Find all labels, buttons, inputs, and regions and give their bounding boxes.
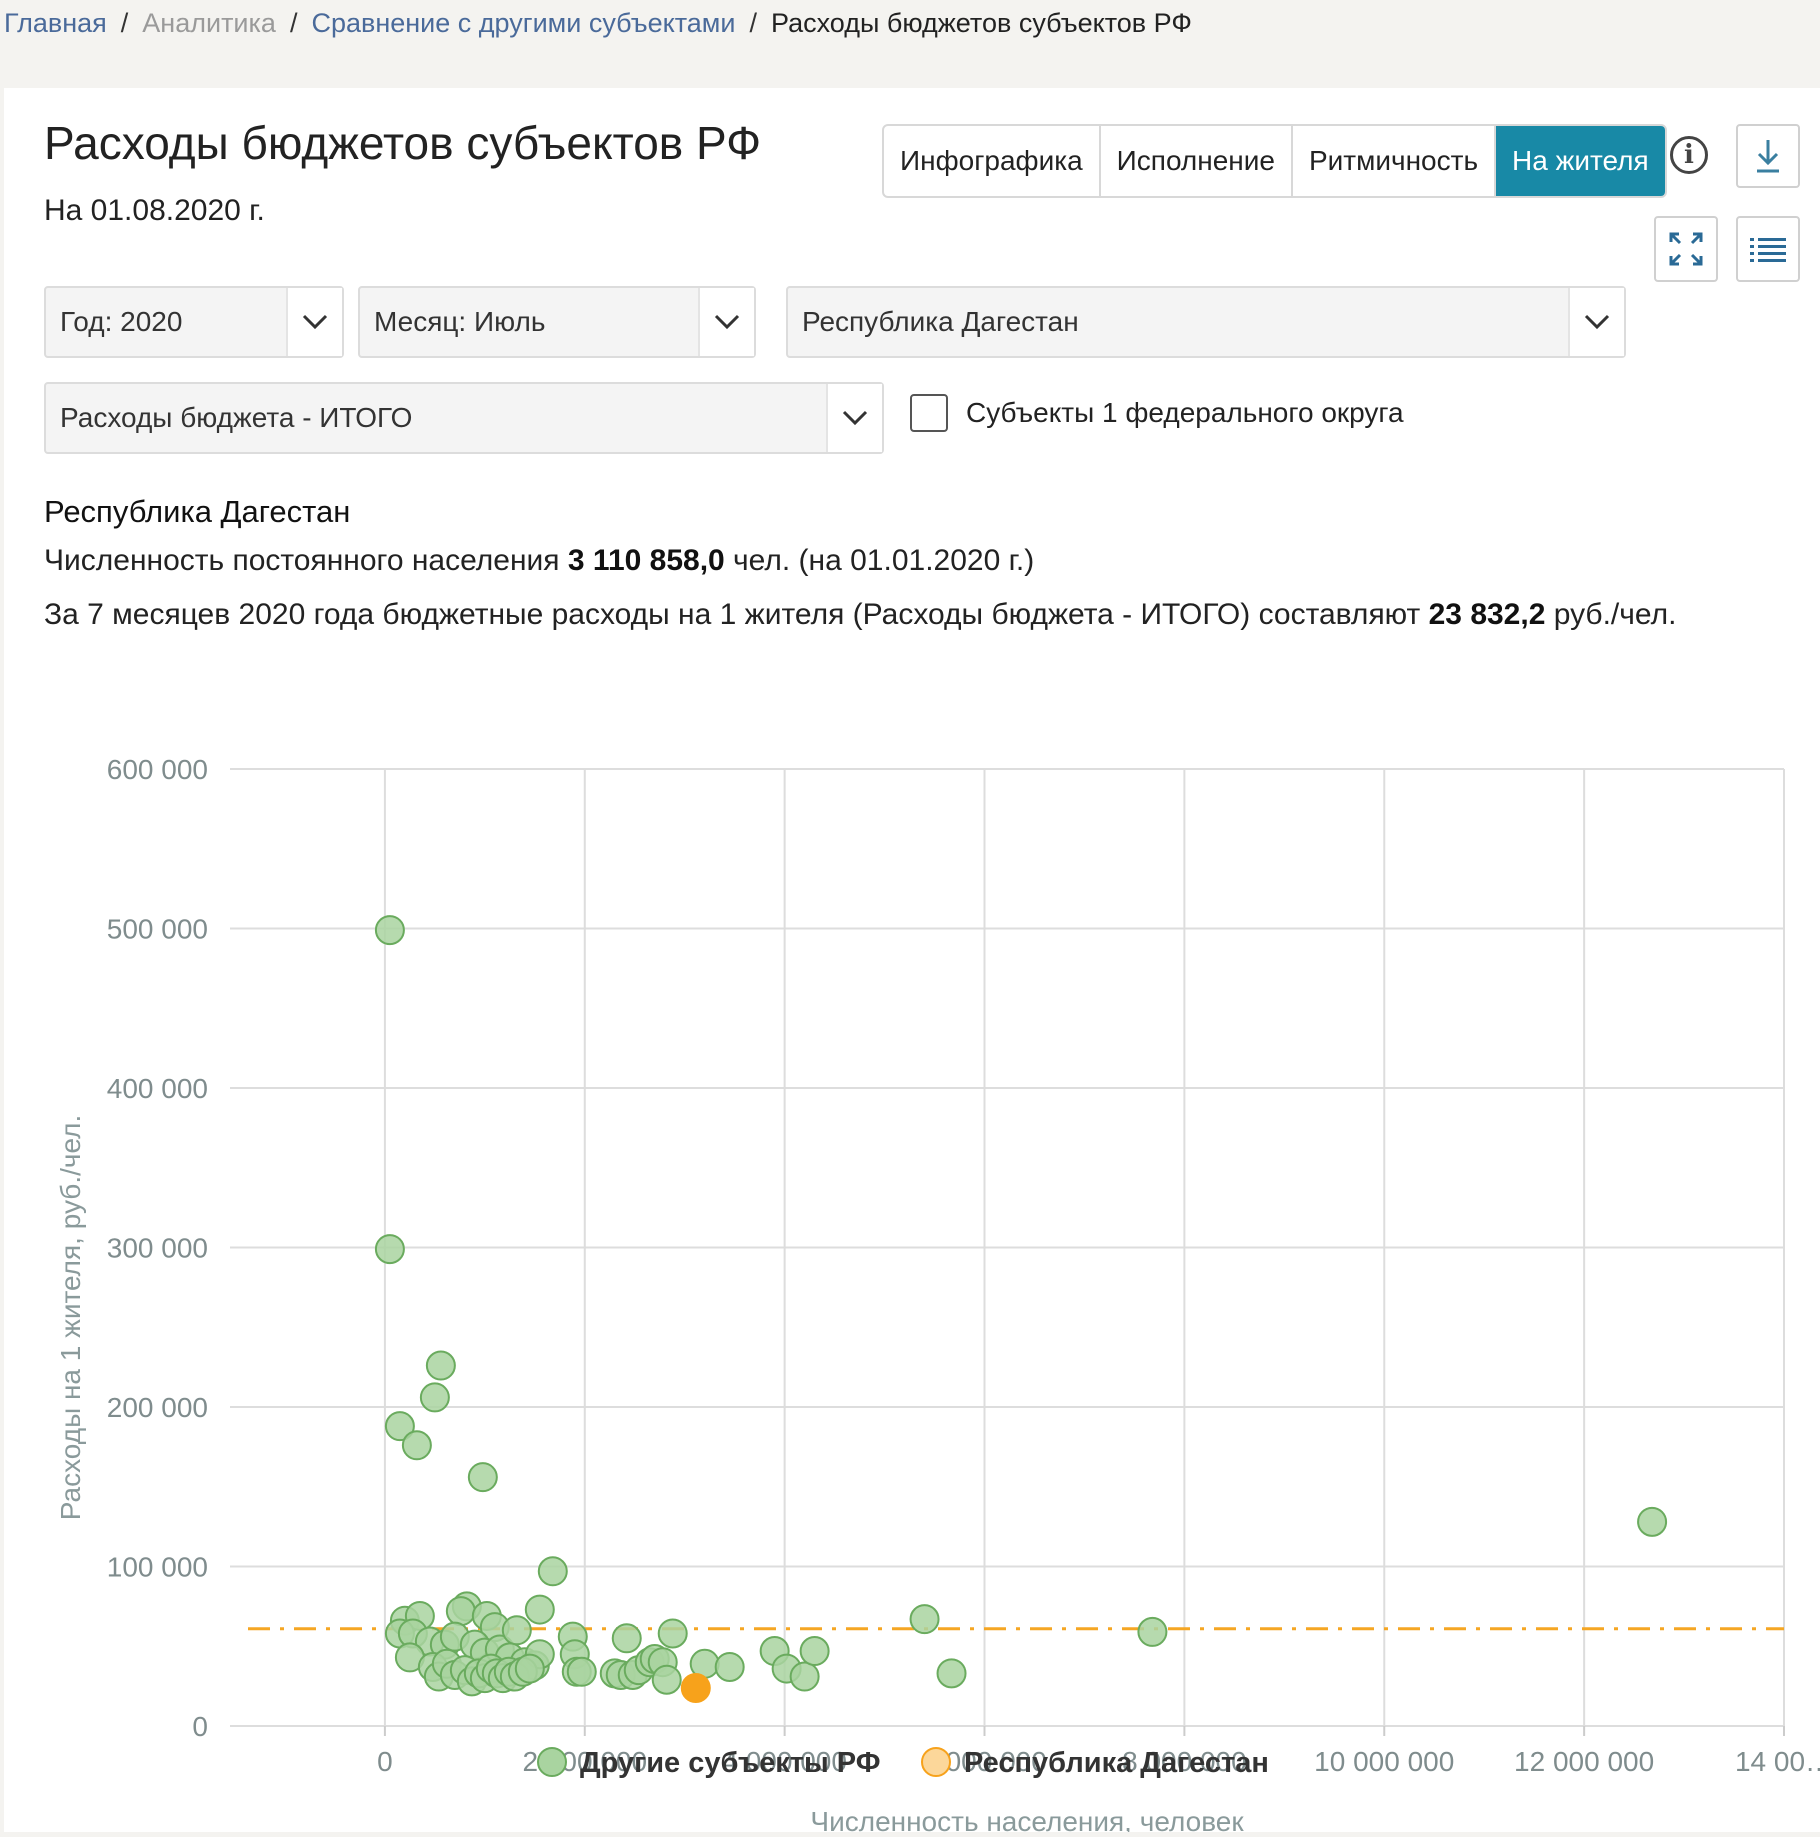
data-point-other-region	[445, 1596, 476, 1627]
data-point-dagestan	[680, 1672, 711, 1703]
data-point-other-region	[467, 1462, 498, 1493]
fullscreen-icon	[1669, 232, 1703, 266]
chevron-down-icon	[698, 288, 754, 356]
scatter-chart-svg: 0 100 000 200 000 300 000 400 000 500 000 600 …	[55, 754, 1820, 1837]
data-point-other-region	[566, 1656, 597, 1687]
data-point-other-region	[425, 1350, 456, 1381]
data-point-other-region	[537, 1556, 568, 1587]
data-point-other-region	[524, 1594, 555, 1625]
breadcrumb-separator: /	[749, 8, 757, 38]
population-value: 3 110 858,0	[567, 544, 725, 577]
info-icon[interactable]: i	[1670, 136, 1708, 174]
data-point-other-region	[374, 1234, 405, 1265]
tab-execution[interactable]: Исполнение	[1101, 126, 1293, 196]
data-point-other-region	[501, 1615, 532, 1646]
x-axis-title: Численность населения, человек	[810, 1806, 1244, 1832]
region-title: Республика Дагестан	[44, 494, 351, 529]
year-select[interactable]: Год: 2020	[44, 286, 344, 358]
list-icon	[1750, 238, 1786, 262]
y-tick-label: 600 000	[107, 754, 208, 785]
data-point-other-region	[799, 1636, 830, 1667]
data-point-other-region	[936, 1658, 967, 1689]
main-panel: Расходы бюджетов субъектов РФ На 01.08.2…	[4, 88, 1820, 1837]
breadcrumb-current: Расходы бюджетов субъектов РФ	[770, 8, 1192, 38]
breadcrumb-separator: /	[289, 8, 298, 38]
data-point-other-region	[419, 1382, 450, 1413]
legend-marker-other-regions	[537, 1747, 567, 1777]
breadcrumb-home-link[interactable]: Главная	[4, 8, 107, 38]
page-title: Расходы бюджетов субъектов РФ	[44, 117, 762, 169]
x-tick-label: 4 000 000	[722, 1746, 847, 1777]
population-line: Численность постоянного населения 3 110 …	[44, 544, 1034, 578]
data-point-other-region	[374, 915, 405, 946]
y-tick-label: 100 000	[107, 1552, 208, 1583]
population-prefix: Численность постоянного населения	[44, 544, 568, 577]
y-axis-title: Расходы на 1 жителя, руб./чел.	[55, 1115, 86, 1520]
y-tick-label: 500 000	[107, 914, 208, 945]
month-select-value: Месяц: Июль	[374, 306, 546, 337]
federal-district-checkbox[interactable]	[910, 394, 948, 432]
region-select[interactable]: Республика Дагестан	[786, 286, 1626, 358]
data-point-other-region	[401, 1430, 432, 1461]
view-tabs: Инфографика Исполнение Ритмичность На жи…	[882, 124, 1667, 198]
legend-label-other-regions: Другие субъекты РФ	[580, 1747, 881, 1779]
scatter-chart: 0 100 000 200 000 300 000 400 000 500 000 600 …	[4, 648, 1820, 1837]
data-point-other-region	[384, 1411, 415, 1442]
data-point-other-region	[1137, 1616, 1168, 1647]
tab-rhythm[interactable]: Ритмичность	[1293, 126, 1497, 196]
data-point-other-region	[611, 1623, 642, 1654]
spending-value: 23 832,2	[1428, 598, 1546, 631]
y-tick-label: 0	[192, 1711, 208, 1742]
data-point-other-region	[714, 1651, 745, 1682]
year-select-value: Год: 2020	[60, 306, 183, 337]
x-tick-label: 14 00…	[1735, 1746, 1820, 1777]
y-tick-label: 200 000	[107, 1392, 208, 1423]
data-point-other-region	[1637, 1506, 1668, 1537]
spending-prefix: За 7 месяцев 2020 года бюджетные расходы…	[44, 598, 1429, 631]
legend-label-dagestan: Республика Дагестан	[964, 1747, 1269, 1779]
breadcrumb: Главная / Аналитика / Сравнение с другими су…	[4, 8, 1192, 39]
breadcrumb-separator: /	[120, 8, 129, 38]
chevron-down-icon	[1568, 288, 1624, 356]
fullscreen-button[interactable]	[1654, 216, 1718, 282]
download-icon	[1757, 140, 1779, 173]
x-tick-label: 10 000 000	[1314, 1746, 1454, 1777]
data-point-other-region	[651, 1664, 682, 1695]
data-point-other-region	[514, 1653, 545, 1684]
month-select[interactable]: Месяц: Июль	[358, 286, 756, 358]
chevron-down-icon	[826, 384, 882, 452]
spending-line: За 7 месяцев 2020 года бюджетные расходы…	[44, 598, 1676, 632]
y-tick-label: 400 000	[107, 1073, 208, 1104]
federal-district-checkbox-label: Субъекты 1 федерального округа	[966, 397, 1404, 428]
region-select-value: Республика Дагестан	[802, 306, 1079, 337]
tab-infographics[interactable]: Инфографика	[884, 126, 1101, 196]
legend-marker-dagestan	[921, 1747, 951, 1777]
data-point-other-region	[657, 1618, 688, 1649]
spending-suffix: руб./чел.	[1545, 598, 1677, 631]
chevron-down-icon	[286, 288, 342, 356]
tab-per-capita[interactable]: На жителя	[1496, 126, 1665, 196]
population-suffix: чел. (на 01.01.2020 г.)	[724, 544, 1035, 577]
x-tick-label: 0	[377, 1746, 393, 1777]
y-tick-label: 300 000	[107, 1233, 208, 1264]
breadcrumb-analytics-link[interactable]: Аналитика	[142, 8, 276, 38]
download-button[interactable]	[1736, 124, 1800, 188]
indicator-select-value: Расходы бюджета - ИТОГО	[60, 402, 413, 433]
breadcrumb-compare-link[interactable]: Сравнение с другими субъектами	[311, 8, 736, 38]
x-tick-label: 12 000 000	[1514, 1746, 1654, 1777]
data-point-other-region	[909, 1604, 940, 1635]
report-date: На 01.08.2020 г.	[44, 194, 265, 227]
x-tick-label: 8 000 000	[1122, 1746, 1247, 1777]
indicator-select[interactable]: Расходы бюджета - ИТОГО	[44, 382, 884, 454]
data-point-other-region	[789, 1661, 820, 1692]
list-view-button[interactable]	[1736, 216, 1800, 282]
